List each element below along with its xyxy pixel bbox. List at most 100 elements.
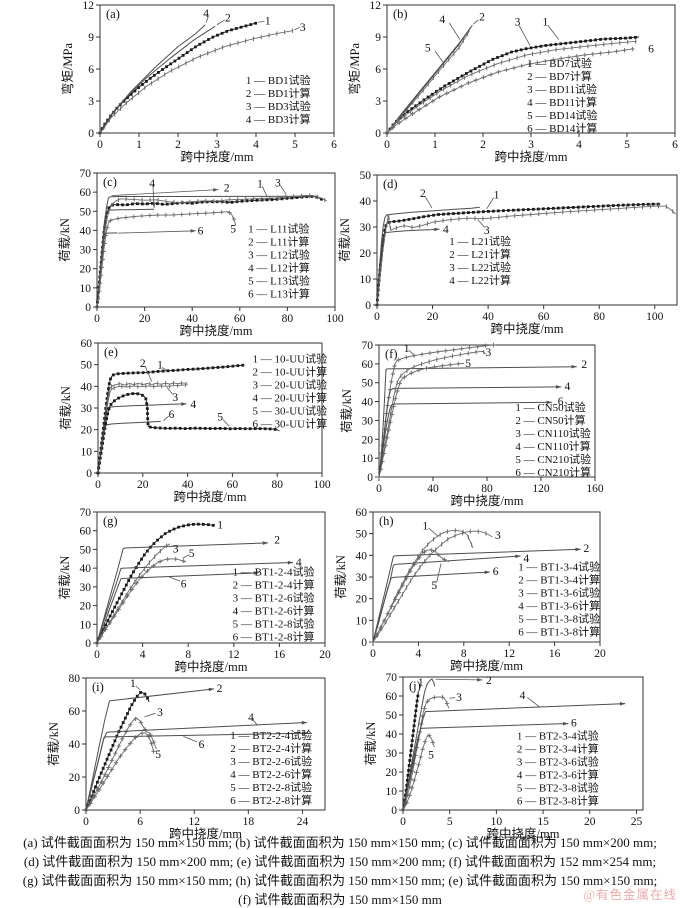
legend-item: 6 — BT1-2-8计算: [233, 630, 315, 644]
legend-item: 5 — 30-UU试验: [253, 404, 328, 418]
legend-item: 3 — CN110试验: [515, 426, 590, 440]
series-L13试验: [94, 209, 237, 310]
curve-label-2: 2: [140, 358, 146, 370]
curve-label-5: 5: [465, 358, 471, 370]
curve-label-1: 1: [257, 179, 263, 191]
curve-label-5: 5: [155, 749, 161, 761]
series-BT2-3-8计算: [402, 721, 569, 811]
x-tick-label: 4: [576, 139, 582, 151]
y-tick-label: 50: [356, 529, 368, 541]
series-BT1-2-8试验: [94, 556, 187, 646]
y-axis-label: 荷载/kN: [59, 386, 73, 430]
curve-label-5: 5: [230, 224, 236, 236]
x-tick-label: 20: [137, 479, 149, 491]
x-tick-label: 8: [461, 648, 467, 660]
series-L13计算: [96, 232, 118, 308]
legend-item: 2 — BT2-2-4计算: [230, 741, 312, 755]
legend-item: 5 — BT1-3-8试验: [518, 612, 600, 626]
curve-label-3: 3: [456, 692, 462, 704]
curve-label-4: 4: [296, 557, 302, 569]
x-tick-label: 25: [631, 816, 643, 828]
y-tick-label: 30: [360, 222, 372, 234]
series-BD1试验: [98, 21, 258, 135]
x-tick-label: 60: [227, 479, 239, 491]
curve-label-4: 4: [523, 553, 529, 565]
chart-c: 0 20 40 60 80 100 0 10 20 30 40 50 60 70 跨中挠度/mm 荷载/kN (…: [0, 160, 344, 338]
y-tick-label: 10: [81, 446, 93, 458]
y-tick-label: 20: [80, 264, 92, 276]
x-tick-label: 20: [427, 311, 439, 323]
x-tick-label: 4: [416, 648, 422, 660]
x-axis-label: 跨中挠度/mm: [451, 493, 524, 508]
x-tick-label: 16: [549, 648, 561, 660]
x-tick-label: 12: [228, 649, 240, 661]
legend-item: 4 — CN110计算: [515, 439, 590, 453]
y-tick-label: 0: [86, 468, 92, 480]
series-BT2-3-4计算: [402, 678, 436, 811]
x-tick-label: 160: [586, 483, 604, 495]
arrowhead-icon: [181, 402, 187, 406]
series-BD11计算: [386, 27, 471, 134]
axes: 0 20 40 60 80 100 0 10 20 30 40 50 60 70 跨中挠度/mm 荷载/kN: [58, 168, 344, 338]
arrowhead-icon: [484, 570, 490, 575]
y-tick-label: 30: [80, 245, 92, 257]
y-axis-label: 荷载/kN: [47, 722, 61, 766]
x-tick-label: 1: [136, 139, 142, 151]
x-tick-label: 60: [538, 311, 550, 323]
chart-j-svg: 0 5 10 15 20 25010203040506070跨中挠度/mm荷载/kN(j)…: [364, 672, 644, 841]
y-tick-label: 40: [80, 563, 92, 575]
y-tick-label: 0: [361, 637, 367, 649]
y-tick-label: 50: [80, 544, 92, 556]
legend-item: 6 — 30-UU计算: [253, 417, 328, 431]
y-tick-label: 20: [360, 248, 372, 260]
curve-label-1: 1: [217, 520, 223, 532]
legend-item: 5 — BD14试验: [527, 108, 597, 122]
y-tick-label: 12: [83, 0, 95, 12]
series-CN50试验: [376, 342, 498, 480]
series-BT2-2-8计算: [85, 731, 308, 811]
legend-item: 5 — BT1-2-8试验: [233, 617, 315, 631]
legend-item: 6 — BT2-2-8计算: [230, 793, 312, 807]
x-tick-label: 0: [376, 483, 382, 495]
watermark: @有色金属在线: [583, 888, 677, 902]
x-tick-label: 0: [374, 311, 380, 323]
curve-label-2: 2: [225, 12, 231, 24]
curve-label-2: 2: [486, 675, 492, 687]
curve-label-1: 1: [157, 360, 163, 372]
curve-label-1: 1: [543, 17, 549, 29]
curve-label-5: 5: [189, 548, 195, 560]
chart-c-svg: 0 20 40 60 80 100 0 10 20 30 40 50 60 70 跨中挠度/mm 荷载/kN (…: [58, 168, 344, 338]
series-BT1-3-6试验: [372, 529, 493, 645]
legend-item: 1 — L21试验: [449, 234, 511, 248]
curve-label-6: 6: [558, 396, 564, 408]
legend-item: 3 — BT1-3-6试验: [518, 586, 600, 600]
caption-line-4: (f) 试件截面面积为 150 mm×150 mm: [238, 892, 442, 907]
series-BD3试验: [99, 28, 294, 136]
x-tick-label: 12: [503, 648, 515, 660]
curve-label-4: 4: [564, 381, 570, 393]
y-tick-label: 10: [356, 615, 368, 627]
x-tick-label: 80: [271, 479, 283, 491]
x-tick-label: 20: [594, 648, 606, 660]
series-BD1计算: [99, 25, 216, 134]
legend-item: 4 — L12计算: [248, 260, 310, 274]
y-tick-label: 80: [69, 673, 81, 685]
legend-item: 1 — BD1试验: [246, 73, 311, 87]
curve-number-labels: 4 2 5 3 1 6: [425, 12, 654, 64]
chart-j: 0 5 10 15 20 25 0 10 20 30 40 50 60 70 跨中挠度/mm 荷载/kN (j)…: [340, 665, 680, 841]
y-tick-label: 40: [69, 739, 81, 751]
x-tick-label: 80: [282, 313, 294, 325]
curve-label-1: 1: [494, 190, 500, 202]
legend-item: 5 — BT2-2-8试验: [230, 780, 312, 794]
arrowhead-icon: [302, 731, 308, 735]
legend-item: 3 — L22试验: [449, 260, 511, 274]
legend-item: 4 — BD3计算: [246, 112, 311, 126]
